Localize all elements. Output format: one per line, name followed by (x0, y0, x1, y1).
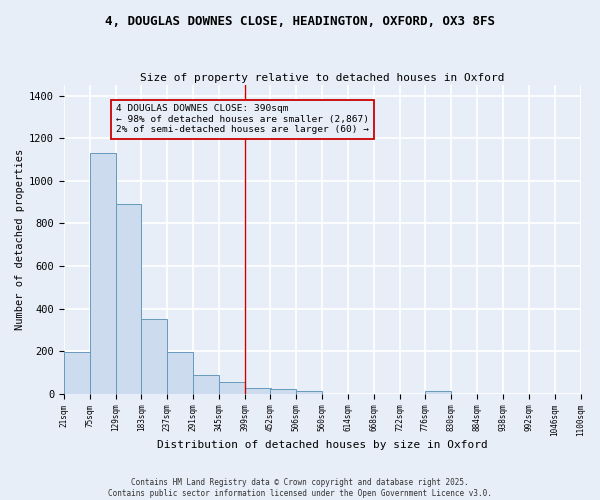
Y-axis label: Number of detached properties: Number of detached properties (15, 149, 25, 330)
Bar (142, 320, 167, 394)
Bar (90, 154, 116, 394)
Bar (425, 390, 451, 394)
Bar (245, 388, 271, 394)
Bar (193, 374, 219, 394)
Bar (296, 390, 322, 394)
Text: 4, DOUGLAS DOWNES CLOSE, HEADINGTON, OXFORD, OX3 8FS: 4, DOUGLAS DOWNES CLOSE, HEADINGTON, OXF… (105, 15, 495, 28)
X-axis label: Distribution of detached houses by size in Oxford: Distribution of detached houses by size … (157, 440, 488, 450)
Title: Size of property relative to detached houses in Oxford: Size of property relative to detached ho… (140, 73, 505, 83)
Bar (116, 204, 142, 394)
Bar (167, 352, 193, 394)
Text: 4 DOUGLAS DOWNES CLOSE: 390sqm
← 98% of detached houses are smaller (2,867)
2% o: 4 DOUGLAS DOWNES CLOSE: 390sqm ← 98% of … (116, 104, 369, 134)
Text: Contains HM Land Registry data © Crown copyright and database right 2025.
Contai: Contains HM Land Registry data © Crown c… (108, 478, 492, 498)
Bar (270, 390, 296, 394)
Bar (219, 382, 245, 394)
Bar (64, 352, 90, 394)
